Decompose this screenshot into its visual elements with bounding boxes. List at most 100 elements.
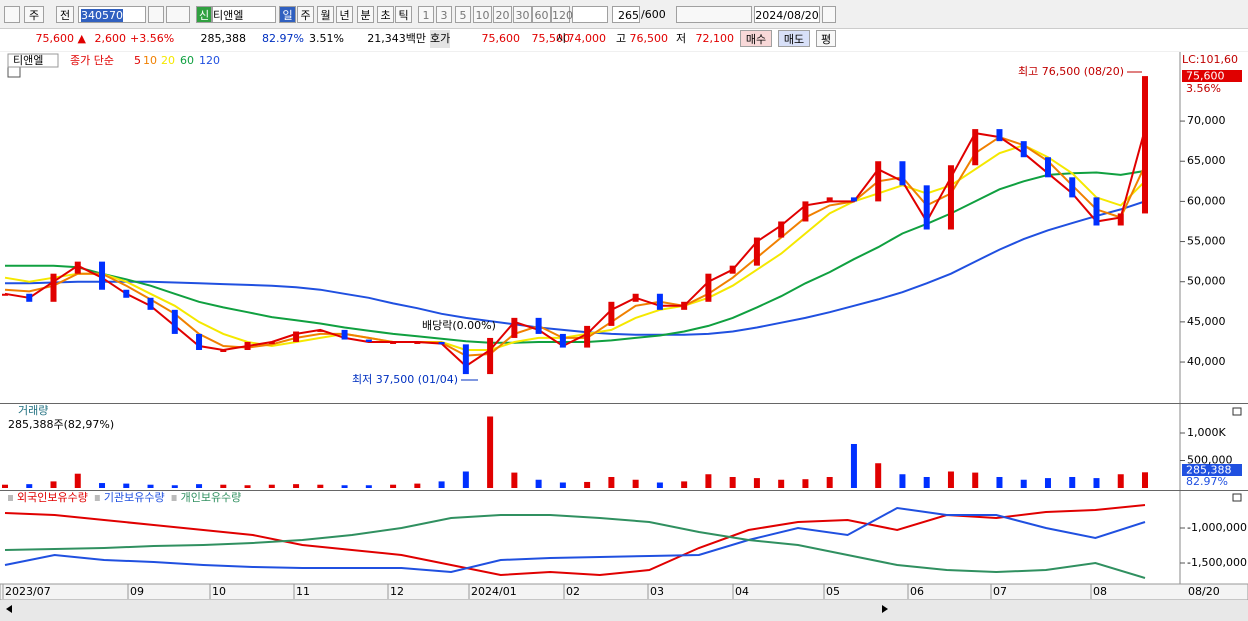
pane-subtitle: 285,388주(82,97%) [8, 418, 114, 431]
interval-button[interactable]: 60 [532, 6, 551, 23]
volume-bar [2, 484, 8, 488]
interval-button[interactable]: 10 [473, 6, 492, 23]
name-box [7, 53, 59, 68]
interval-button[interactable]: 30 [513, 6, 532, 23]
x-tick-label: 2024/01 [471, 585, 517, 598]
candle [850, 197, 857, 202]
legend-entry: 20 [161, 54, 175, 67]
avg-button[interactable]: 평 [816, 30, 836, 47]
candle [317, 329, 324, 332]
moving-average [5, 169, 1146, 344]
pane-close[interactable] [1232, 493, 1242, 502]
candle [438, 341, 445, 345]
open-label: 시 [556, 32, 567, 45]
calendar-icon[interactable] [822, 6, 836, 23]
ask-label: 호가 [430, 30, 451, 48]
candle [1117, 213, 1124, 226]
volume-bar [559, 482, 566, 488]
annotation: 최저 37,500 (01/04) [352, 373, 458, 386]
y-tick-label: 65,000 [1187, 154, 1226, 167]
candle [26, 293, 33, 302]
volume-bar [196, 484, 203, 488]
amount: 21,343백만 [367, 32, 426, 45]
pane-title: 거래량 [18, 404, 48, 417]
x-tick-label: 03 [650, 585, 664, 598]
legend-marker [94, 495, 100, 501]
period-button[interactable]: 주 [297, 6, 314, 23]
candle [802, 201, 809, 222]
interval-button[interactable]: 120 [551, 6, 573, 23]
legend-entry: 60 [180, 54, 194, 67]
holding-line [4, 506, 1146, 574]
x-tick-label: 12 [390, 585, 404, 598]
period-button[interactable]: 분 [357, 6, 374, 23]
scroll-right[interactable] [882, 605, 888, 613]
volume-bar [220, 484, 227, 488]
count-max: /600 [641, 8, 666, 21]
prev-button[interactable]: 전 [56, 6, 74, 23]
volume-bar [778, 479, 785, 488]
period-button[interactable]: 틱 [395, 6, 412, 23]
menu-icon[interactable] [4, 6, 20, 23]
volume-bar [802, 479, 809, 488]
candle [826, 197, 833, 202]
volume-bar [899, 474, 906, 488]
legend-marker [8, 495, 13, 501]
pane-close[interactable] [1232, 407, 1242, 416]
tool-icons[interactable] [676, 6, 752, 23]
y-tick-label: 70,000 [1187, 114, 1226, 127]
candle [705, 273, 712, 302]
volume-bar [268, 484, 275, 488]
count-input[interactable]: 265 [612, 6, 640, 23]
dropdown[interactable] [572, 6, 608, 23]
volume-bar [875, 463, 882, 488]
candle [875, 161, 882, 202]
volume-bar [850, 443, 857, 488]
change: 2,600 [94, 32, 127, 45]
interval-button[interactable]: 3 [436, 6, 452, 23]
candle [511, 317, 518, 338]
moving-average [5, 200, 1146, 336]
scrollbar[interactable] [0, 600, 1248, 621]
search-icon[interactable] [148, 6, 164, 23]
scroll-left[interactable] [6, 605, 12, 613]
code-input[interactable]: 340570 [78, 6, 146, 23]
volume-tag [1182, 464, 1242, 476]
volume-bar [511, 472, 518, 488]
volume-bar [1044, 478, 1051, 488]
period-button[interactable]: 일 [279, 6, 296, 23]
candle [1044, 157, 1051, 178]
y-tick-label: -1,000,000 [1187, 521, 1247, 534]
turnover: 3.51% [309, 32, 344, 45]
sound-icon[interactable] [166, 6, 190, 23]
buy-button[interactable]: 매수 [740, 30, 772, 47]
volume-bar [972, 472, 979, 488]
period-button[interactable]: 월 [317, 6, 334, 23]
candle [584, 325, 591, 348]
volume-bar [317, 484, 324, 488]
interval-button[interactable]: 1 [418, 6, 434, 23]
x-tick-label: 08 [1093, 585, 1107, 598]
interval-button[interactable]: 20 [493, 6, 512, 23]
volume-bar [753, 478, 760, 488]
candle [147, 297, 154, 310]
candle [1069, 177, 1076, 198]
interval-button[interactable]: 5 [455, 6, 471, 23]
candle [196, 333, 203, 350]
volume-bar [584, 481, 591, 488]
volume-bar [414, 483, 421, 488]
period-button[interactable]: 년 [336, 6, 353, 23]
candle [535, 317, 542, 334]
annotation: 배당락(0.00%) [422, 319, 496, 332]
period-button[interactable]: 초 [377, 6, 394, 23]
sell-button[interactable]: 매도 [778, 30, 810, 47]
x-end-label: 08/20 [1188, 585, 1220, 598]
table-icon[interactable] [7, 65, 21, 78]
date-input[interactable]: 2024/08/20 [754, 6, 820, 23]
y-tick-label: -1,500,000 [1187, 556, 1247, 569]
name-input[interactable]: 티앤엘 [212, 6, 276, 23]
market-select[interactable]: 주 [24, 6, 44, 23]
volume-bar [632, 479, 639, 488]
